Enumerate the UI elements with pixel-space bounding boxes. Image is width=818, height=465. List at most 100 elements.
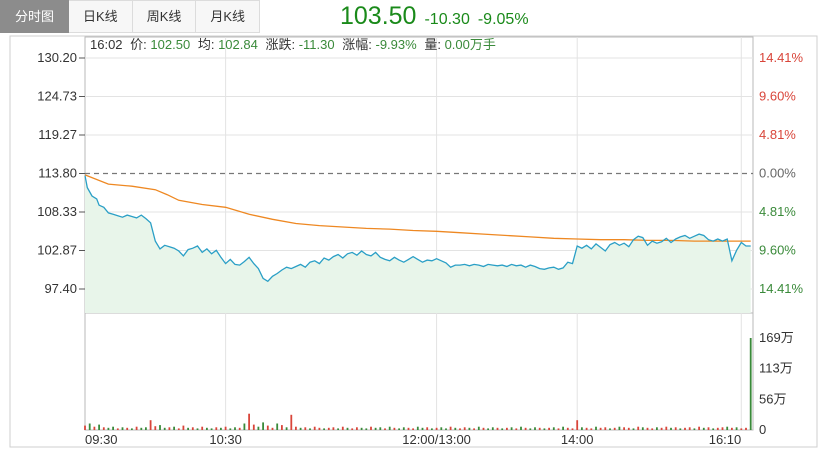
- volume-bar: [421, 427, 424, 430]
- volume-bar: [646, 427, 649, 430]
- time-tick-label: 16:10: [709, 432, 742, 447]
- percent-tick-label: 14.41%: [759, 281, 804, 296]
- volume-bar: [398, 428, 400, 430]
- volume-bar: [252, 424, 255, 430]
- average-price-line: [84, 174, 751, 242]
- volume-bar: [707, 427, 710, 430]
- volume-bar: [731, 427, 733, 430]
- volume-bar: [360, 427, 363, 430]
- volume-bar: [412, 428, 414, 430]
- volume-bar: [131, 428, 133, 430]
- volume-bar: [613, 427, 616, 430]
- volume-bar: [149, 420, 152, 430]
- volume-bar: [196, 428, 199, 430]
- tab-weekly-k[interactable]: 周K线: [132, 0, 197, 33]
- volume-bar: [716, 427, 719, 430]
- volume-bar: [656, 427, 658, 430]
- price-tick-label: 102.87: [37, 243, 77, 258]
- volume-bar: [243, 423, 246, 430]
- percent-tick-label: 4.81%: [759, 127, 796, 142]
- info-pct-label: 涨幅:: [342, 37, 372, 52]
- volume-bar: [459, 428, 461, 430]
- volume-bar: [206, 427, 208, 430]
- chart-tabs: 分时图 日K线 周K线 月K线: [0, 0, 261, 33]
- volume-bar: [623, 427, 625, 430]
- volume-bar: [346, 427, 349, 430]
- volume-bar: [477, 426, 480, 430]
- volume-bar: [520, 426, 522, 430]
- volume-bar: [604, 427, 607, 430]
- price-area-fill: [85, 175, 751, 313]
- volume-bar: [487, 428, 489, 430]
- volume-bar: [449, 426, 452, 430]
- volume-bar: [238, 427, 241, 430]
- volume-bar: [548, 427, 550, 430]
- volume-bar: [93, 426, 96, 430]
- volume-bar: [637, 426, 640, 430]
- volume-bar: [365, 428, 368, 430]
- price-tick-label: 119.27: [38, 127, 77, 142]
- volume-bar: [215, 427, 218, 430]
- info-change-label: 涨跌:: [265, 37, 295, 52]
- volume-bar: [229, 428, 232, 430]
- volume-bar: [552, 427, 555, 430]
- volume-bar: [581, 427, 583, 430]
- volume-bar: [295, 426, 297, 430]
- price-line: [84, 175, 751, 283]
- volume-bar: [88, 423, 91, 430]
- percent-tick-label: 9.60%: [759, 243, 796, 258]
- volume-bar: [304, 427, 307, 430]
- tab-monthly-k[interactable]: 月K线: [196, 0, 261, 33]
- volume-bar: [285, 427, 288, 430]
- time-tick-label: 09:30: [85, 432, 118, 447]
- volume-tick-label: 169万: [759, 330, 794, 345]
- volume-bar: [566, 427, 569, 430]
- volume-bar: [726, 426, 729, 430]
- volume-bar: [721, 427, 724, 430]
- tab-daily-k[interactable]: 日K线: [69, 0, 133, 33]
- info-price: 102.50: [150, 37, 190, 52]
- svg-text:16:02 价: 102.50: 16:02 价: 102.50 均: 102.84 涨跌: -11.30 涨幅:…: [90, 37, 496, 52]
- volume-bar: [402, 427, 405, 430]
- volume-bar: [482, 427, 485, 430]
- volume-bar: [501, 428, 504, 430]
- volume-bar: [670, 427, 672, 430]
- volume-bar: [688, 427, 691, 430]
- volume-tick-label: 113万: [759, 361, 793, 376]
- volume-bar: [121, 427, 124, 430]
- volume-bar: [257, 426, 260, 430]
- volume-bar: [473, 428, 475, 430]
- volume-bar: [627, 427, 630, 430]
- volume-bar: [712, 428, 715, 430]
- volume-bar: [674, 427, 677, 430]
- info-vol-label: 量:: [424, 37, 441, 52]
- volume-bar: [426, 427, 429, 430]
- volume-bar: [491, 427, 494, 430]
- time-tick-label: 14:00: [561, 432, 594, 447]
- volume-bar: [524, 427, 527, 430]
- volume-bar: [154, 426, 157, 430]
- volume-bar: [571, 428, 574, 430]
- volume-bar: [374, 427, 377, 430]
- volume-bar: [182, 425, 185, 430]
- volume-bar: [266, 425, 269, 430]
- volume-bar: [468, 427, 471, 430]
- volume-bar: [116, 428, 119, 430]
- volume-bar: [356, 427, 358, 430]
- volume-bar: [384, 428, 386, 430]
- tab-intraday[interactable]: 分时图: [0, 0, 70, 33]
- volume-bar: [145, 427, 147, 430]
- volume-bar: [299, 427, 302, 430]
- chart-lines: [84, 174, 751, 283]
- volume-bar: [702, 427, 705, 430]
- volume-bar: [98, 424, 100, 430]
- info-time: 16:02: [90, 37, 123, 52]
- volume-bar: [534, 427, 536, 430]
- price-area: [85, 175, 751, 313]
- volume-bar: [510, 427, 513, 430]
- volume-bar: [248, 413, 250, 430]
- percent-tick-label: 4.81%: [759, 204, 796, 219]
- volume-bar: [327, 427, 330, 430]
- volume-bar: [341, 426, 344, 430]
